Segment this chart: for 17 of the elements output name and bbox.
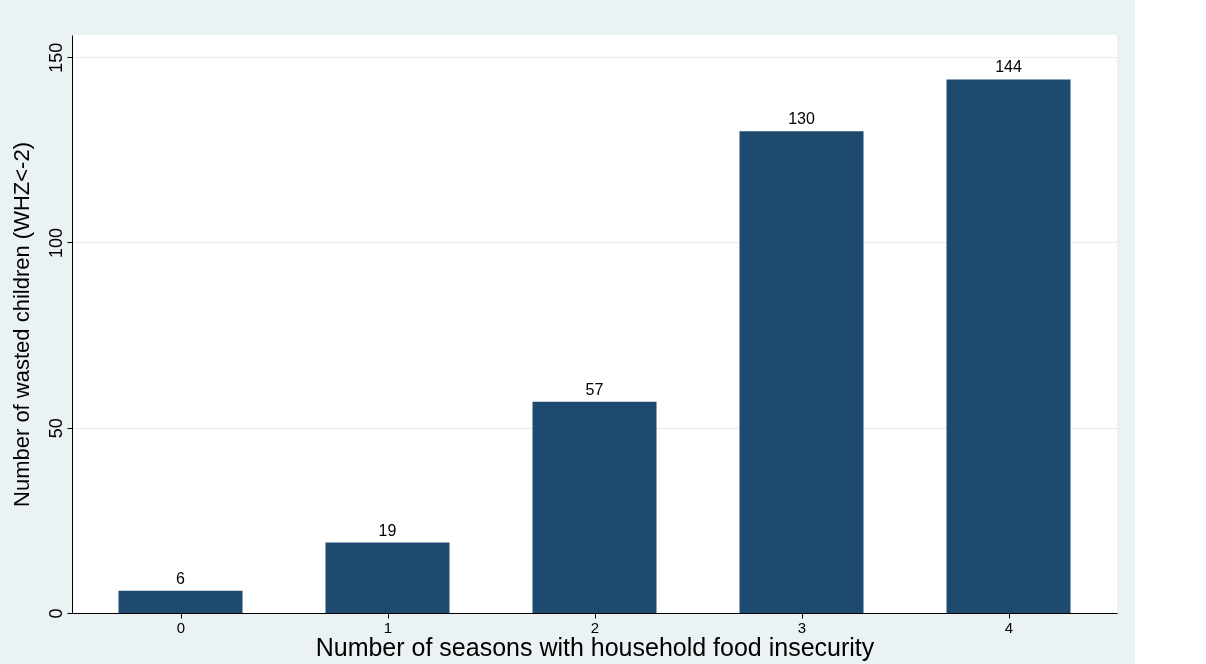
y-tick-label: 150 xyxy=(45,42,66,73)
bar xyxy=(118,590,243,613)
x-tick-label: 4 xyxy=(1004,618,1014,636)
data-label: 130 xyxy=(788,110,815,128)
bar xyxy=(532,401,657,613)
y-axis-title: Number of wasted children (WHZ<-2) xyxy=(8,142,34,507)
data-label: 6 xyxy=(176,569,186,587)
data-label: 57 xyxy=(585,380,604,398)
x-tick-label: 0 xyxy=(176,618,186,636)
bar xyxy=(946,79,1071,613)
bar xyxy=(739,131,864,613)
data-label: 144 xyxy=(995,58,1022,76)
y-tick-label: 50 xyxy=(45,418,66,439)
data-label: 19 xyxy=(378,521,397,539)
bar xyxy=(325,542,450,613)
y-tick-label: 100 xyxy=(45,227,66,259)
y-tick-label: 0 xyxy=(45,608,66,619)
